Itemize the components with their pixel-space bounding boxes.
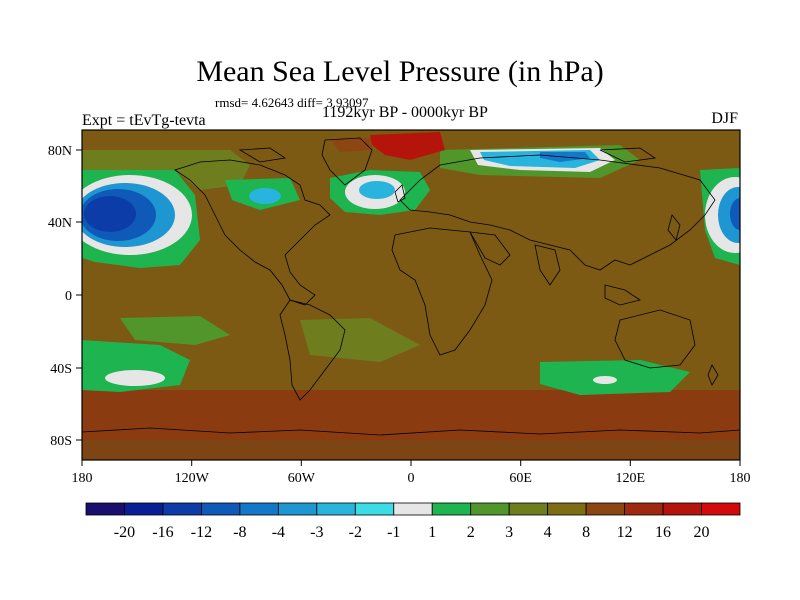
lon-tick: 120W <box>175 471 210 486</box>
lon-tick: 0 <box>408 471 415 486</box>
antarctic-band <box>82 440 740 460</box>
colorbar-label: -8 <box>233 524 246 541</box>
colorbar-label: 20 <box>694 524 710 541</box>
antarctica-coast <box>82 427 740 436</box>
north-america-coast <box>174 159 331 306</box>
arctic-high <box>370 132 445 160</box>
australia-coast <box>614 309 696 369</box>
colorbar-swatch <box>701 502 741 516</box>
season-label: DJF <box>711 110 738 127</box>
lat-tick: 80S <box>50 434 72 449</box>
south-indian-low <box>593 376 617 384</box>
colorbar-label: 2 <box>467 524 475 541</box>
lat-tick: 40S <box>50 362 72 377</box>
colorbar-label: 12 <box>617 524 633 541</box>
colorbar-swatch <box>277 502 318 516</box>
colorbar-swatch <box>508 502 549 516</box>
eurasia-coast <box>399 154 716 271</box>
colorbar-label: 3 <box>505 524 513 541</box>
arabia-coast <box>469 231 511 266</box>
colorbar-label: 1 <box>428 524 436 541</box>
south-indian-green <box>540 360 690 395</box>
south-america-coast <box>279 299 346 401</box>
colorbar-swatch <box>354 502 395 516</box>
colorbar-swatch <box>201 502 241 516</box>
colorbar <box>85 502 741 516</box>
colorbar-label: -1 <box>387 524 400 541</box>
lat-tick: 80N <box>48 144 72 159</box>
colorbar-swatch <box>547 502 587 516</box>
colorbar-label: 4 <box>544 524 552 541</box>
colorbar-label: -4 <box>272 524 285 541</box>
siberian-islands-coast <box>599 147 657 163</box>
colorbar-swatch <box>85 502 125 516</box>
colorbar-swatch <box>316 502 356 516</box>
south-atlantic-olive <box>300 318 420 362</box>
south-pacific-low <box>105 370 165 386</box>
colorbar-labels: -20 -16 -12 -8 -4 -3 -2 -1 1 2 3 4 8 12 16 20 <box>114 524 710 541</box>
lon-tick: 180 <box>730 471 751 486</box>
lon-tick: 60E <box>509 471 532 486</box>
period-label: 1192kyr BP - 0000kyr BP <box>322 104 488 121</box>
colorbar-swatch <box>585 502 625 516</box>
lon-tick: 120E <box>616 471 646 486</box>
lat-axis: 80N 40N 0 40S 80S <box>48 144 82 449</box>
tropical-pacific-olive <box>120 316 230 345</box>
coastlines <box>82 137 740 436</box>
colorbar-swatch <box>431 502 472 516</box>
greenland-coast <box>321 137 373 186</box>
colorbar-label: -2 <box>349 524 362 541</box>
colorbar-label: -12 <box>191 524 212 541</box>
colorbar-swatch <box>470 502 510 516</box>
lon-tick: 180 <box>72 471 93 486</box>
arctic-islands-coast <box>238 147 287 163</box>
experiment-label: Expt = tEvTg-tevta <box>82 112 206 129</box>
colorbar-swatch <box>662 502 702 516</box>
lat-tick: 40N <box>48 216 72 231</box>
east-low-core <box>730 198 740 230</box>
lon-axis: 180 120W 60W 0 60E 120E 180 <box>72 460 751 486</box>
africa-coast <box>391 227 493 356</box>
hudson-low <box>249 188 281 204</box>
colorbar-swatch <box>393 502 433 516</box>
aleutian-low-core <box>84 196 136 232</box>
chart-title: Mean Sea Level Pressure (in hPa) <box>196 55 604 88</box>
new-zealand-coast <box>707 364 719 386</box>
japan-coast <box>667 214 681 241</box>
british-isles-coast <box>394 184 406 203</box>
stats-label: rmsd= 4.62643 diff= 3.93097 <box>215 95 369 110</box>
colorbar-swatch <box>239 502 279 516</box>
lon-tick: 60W <box>288 471 316 486</box>
indonesia-coast <box>604 284 641 306</box>
lat-tick: 0 <box>65 289 72 304</box>
colorbar-label: 8 <box>582 524 590 541</box>
icelandic-low-core <box>359 181 395 199</box>
colorbar-label: -3 <box>310 524 323 541</box>
colorbar-label: -16 <box>152 524 173 541</box>
colorbar-swatch <box>124 502 164 516</box>
colorbar-label: 16 <box>655 524 671 541</box>
greenland-high <box>330 138 372 152</box>
colorbar-label: -20 <box>114 524 135 541</box>
colorbar-swatch <box>624 502 664 516</box>
pressure-field <box>82 130 740 460</box>
colorbar-swatch <box>162 502 202 516</box>
india-coast <box>534 244 561 286</box>
